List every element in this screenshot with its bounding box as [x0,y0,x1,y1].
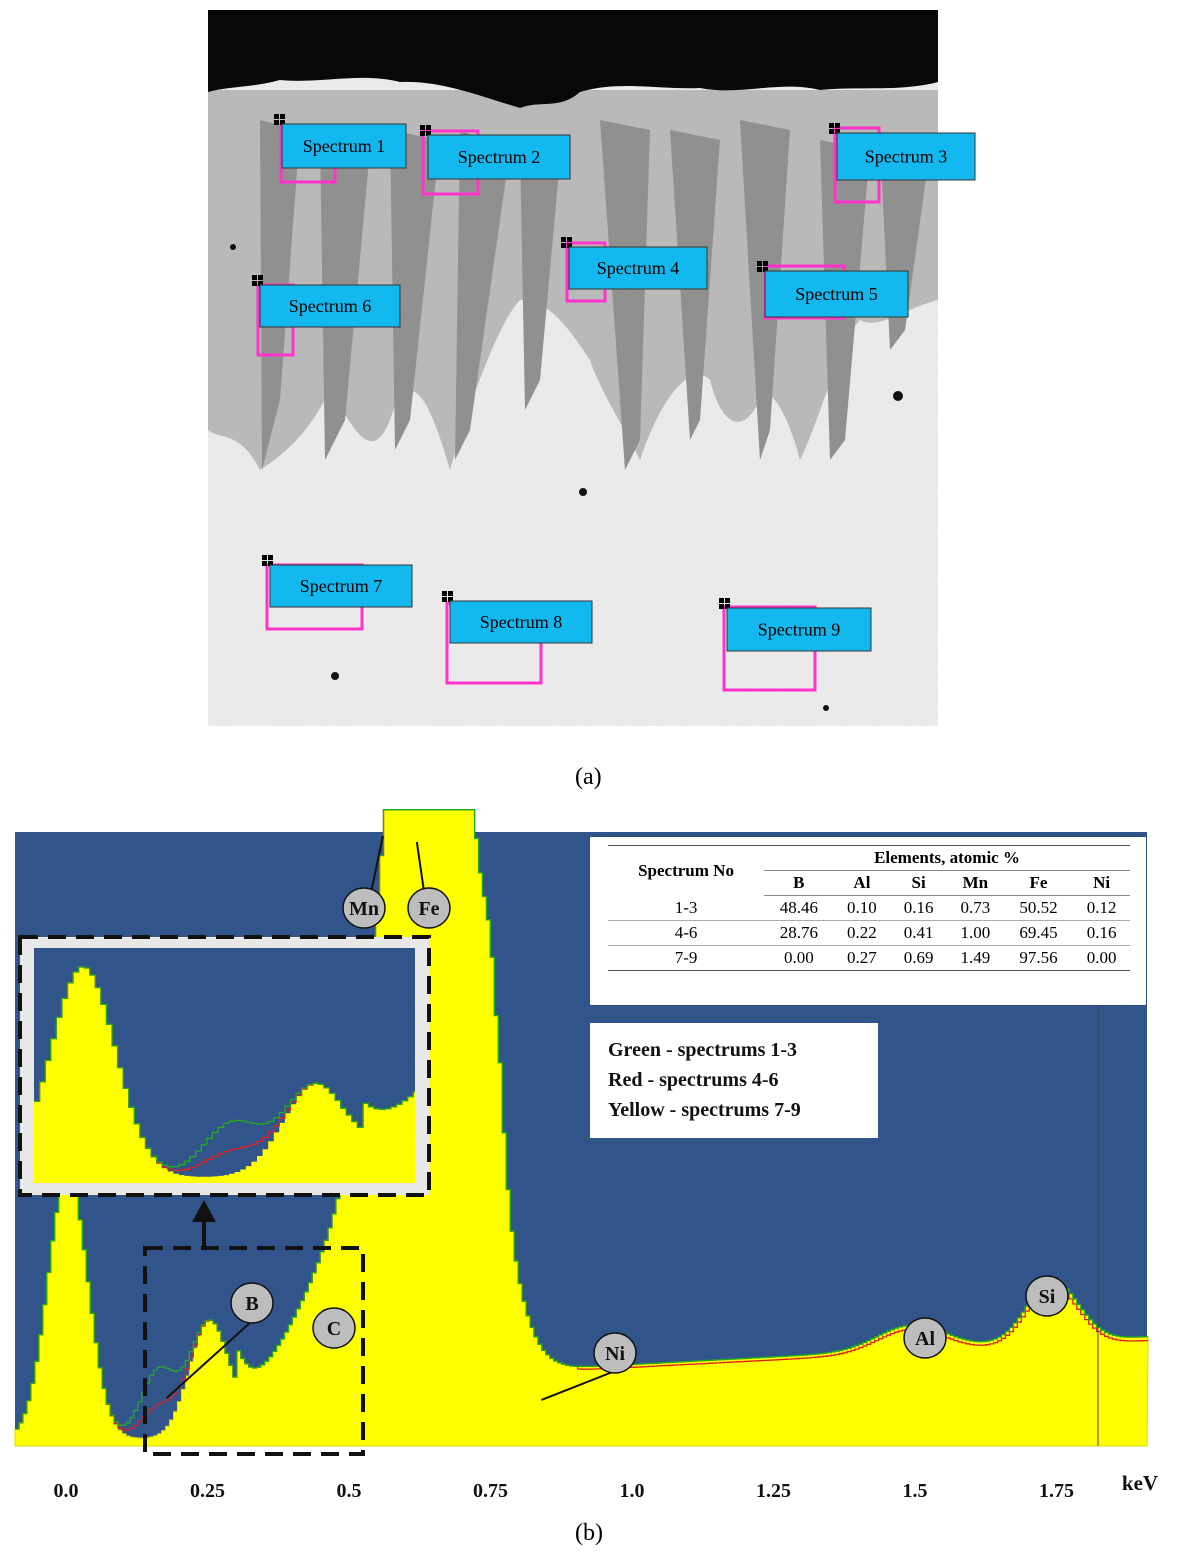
spectrum-label: Spectrum 9 [758,620,841,640]
spectrum-marker-5: Spectrum 5 [757,261,909,318]
peak-label-si: Si [1025,1275,1069,1317]
svg-text:Si: Si [1039,1286,1056,1308]
peak-label-mn: Mn [342,835,386,929]
table-cell: 0.00 [1073,945,1130,971]
pores [230,244,903,711]
element-header: Fe [1003,870,1074,896]
table-cell: 0.73 [960,898,991,917]
svg-text:C: C [327,1318,341,1340]
x-tick-label: 1.0 [619,1480,644,1502]
peak-label-b: B [166,1282,274,1399]
table-cell: 50.52 [1019,898,1058,917]
spectrum-group-cell: 7-9 [608,945,765,971]
element-header: Si [890,870,947,896]
spectrum-marker-4: Spectrum 4 [561,237,708,290]
table-cell: 97.56 [1003,945,1074,971]
inset-zoom [18,935,431,1197]
sem-micrograph: Spectrum 1 Spectrum 2 Spectrum 3 Spectrum 4… [208,10,976,726]
table-cell: 28.76 [764,920,834,946]
table-cell: 0.22 [833,920,891,946]
spectrum-marker-9: Spectrum 9 [719,598,872,652]
composition-table: Spectrum No Elements, atomic % B Al Si Mn Fe… [589,836,1147,1006]
peak-label-fe: Fe [407,841,451,929]
table-cell: 0.12 [1086,898,1117,917]
x-tick-label: 0.25 [190,1480,225,1502]
element-header: Al [833,870,891,896]
element-header: Ni [1073,870,1130,896]
table-cell: 48.46 [779,898,818,917]
legend-item-green: Green - spectrums 1-3 [608,1039,798,1061]
spectrum-marker-7: Spectrum 7 [262,555,413,608]
spectrum-group-cell: 1-3 [674,897,698,917]
peak-label-al: Al [903,1317,947,1359]
svg-text:Fe: Fe [418,898,439,920]
table-cell: 1.00 [947,920,1004,946]
spectrum-label: Spectrum 7 [300,576,383,596]
table-cell: 0.00 [764,945,834,971]
table-group-header: Elements, atomic % [764,845,1130,871]
peak-label-c: C [312,1307,356,1349]
table-cell: 0.10 [847,898,877,917]
table-cell: 0.41 [890,920,947,946]
table-cell: 0.16 [1073,920,1130,946]
svg-text:Ni: Ni [605,1343,625,1365]
table-row: 7-9 0.00 0.27 0.69 1.49 97.56 0.00 [608,945,1130,971]
table-col-header: Spectrum No [638,860,734,880]
spectrum-label: Spectrum 1 [303,136,386,156]
element-header: Mn [947,870,1004,896]
table-cell: 0.27 [833,945,891,971]
svg-text:Al: Al [915,1328,935,1350]
mounting-resin [208,10,938,108]
spectrum-label: Spectrum 2 [458,147,541,167]
spectrum-marker-6: Spectrum 6 [252,275,401,328]
table-cell: 69.45 [1003,920,1074,946]
table-row: 4-6 28.76 0.22 0.41 1.00 69.45 0.16 [608,920,1130,946]
svg-text:B: B [245,1293,258,1315]
spectrum-marker-2: Spectrum 2 [420,125,571,180]
table-cell: 0.16 [903,898,934,917]
x-tick-label: 1.5 [902,1480,927,1502]
spectrum-marker-8: Spectrum 8 [442,591,593,644]
legend-item-red: Red - spectrums 4-6 [608,1069,779,1091]
spectrum-marker-3: Spectrum 3 [829,123,976,181]
legend-item-yellow: Yellow - spectrums 7-9 [608,1099,801,1121]
x-tick-label: 1.75 [1039,1480,1074,1502]
table-cell: 1.49 [947,945,1004,971]
spectrum-label: Spectrum 8 [480,612,563,632]
x-axis: 0.0 0.25 0.5 0.75 1.0 1.25 1.5 1.75 keV [53,1471,1158,1502]
series-legend: Green - spectrums 1-3 Red - spectrums 4-… [590,1023,878,1138]
spectrum-group-cell: 4-6 [608,920,765,946]
caption-a: (a) [575,764,602,790]
zoom-region [143,1246,365,1456]
spectrum-label: Spectrum 5 [795,284,878,304]
x-tick-label: 0.75 [473,1480,508,1502]
spectrum-label: Spectrum 3 [865,147,948,167]
x-tick-label: 0.5 [336,1480,361,1502]
table-row: 1-3 48.46 0.10 0.16 0.73 50.52 0.12 [608,896,1130,921]
element-header: B [764,870,834,896]
spectrum-label: Spectrum 4 [597,258,680,278]
peak-label-ni: Ni [541,1332,637,1401]
spectrum-marker-1: Spectrum 1 [274,114,407,169]
caption-b: (b) [575,1520,603,1546]
table-cell: 0.69 [890,945,947,971]
spectrum-label: Spectrum 6 [289,296,372,316]
svg-text:Mn: Mn [349,898,379,920]
x-tick-label: 1.25 [756,1480,791,1502]
x-tick-label: 0.0 [53,1480,78,1502]
x-axis-label: keV [1122,1471,1158,1495]
